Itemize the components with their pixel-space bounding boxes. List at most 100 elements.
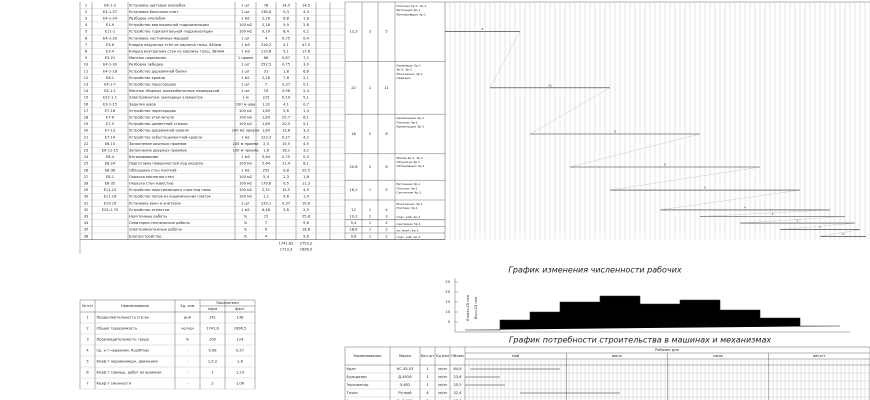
indicator-cell: 3 — [86, 338, 88, 342]
month: июль — [713, 354, 723, 358]
table-cell: 100 м2 — [239, 188, 252, 192]
table-cell: 1 м3 — [241, 50, 249, 54]
table-cell: 233,1 — [261, 201, 271, 205]
machine-cell: м/см — [438, 367, 447, 371]
indicator-cell: 1,06 — [236, 382, 245, 386]
indicator-cell: 124 — [237, 338, 245, 342]
table-cell: Е6-1 — [106, 76, 114, 80]
header: Кол шт — [421, 354, 435, 358]
table-cell: 20 — [84, 129, 89, 133]
table-cell: 100 м2 — [239, 23, 252, 27]
table-cell: 0,7 — [303, 102, 309, 106]
work-name: Окраска стен известью — [129, 182, 174, 186]
header: Ед. изм — [181, 304, 195, 308]
table-cell: 1 м2 — [241, 135, 249, 139]
table-cell: 8,4 — [283, 30, 289, 34]
table-cell: 5,9 — [283, 23, 289, 27]
table-cell: 0,5 — [283, 182, 289, 186]
table-cell: 1 шт — [241, 36, 250, 40]
total: 1713,3 — [280, 248, 293, 252]
table-cell: 6 — [265, 228, 268, 232]
machine-cell: Э-652 — [400, 383, 411, 387]
indicator-cell: - — [187, 349, 189, 353]
duration: 10,2 — [349, 215, 357, 219]
table-cell: 15,5 — [282, 188, 290, 192]
indicator-cell: 4 — [86, 349, 89, 353]
indicator-cell: 0,57 — [236, 349, 244, 353]
indicator-cell: 100 — [209, 338, 217, 342]
duration: 12,3 — [349, 30, 357, 34]
work-name: Устройство асбестоцементной кровли — [129, 135, 203, 139]
table-cell: 6,48 — [262, 208, 271, 212]
shifts: 1 — [369, 221, 371, 225]
table-cell: 6,1 — [303, 116, 309, 120]
table-cell: 3,3 — [303, 129, 309, 133]
table-cell: 255 — [263, 168, 270, 172]
crew: Маляр 4р-1, 3р-1 — [397, 156, 424, 160]
table-cell: 78 — [264, 3, 269, 7]
header: Марка — [399, 354, 411, 358]
table-cell: 100 м проема — [233, 142, 259, 146]
table-cell: Е3-21 — [105, 56, 115, 60]
table-cell: 14,5 — [302, 3, 310, 7]
table-cell: 29 — [84, 188, 89, 192]
table-cell: 4,3 — [303, 10, 309, 14]
table-cell: 100 м2 — [239, 109, 252, 113]
table-cell: 10 — [84, 63, 89, 67]
table-cell: 33 — [84, 215, 89, 219]
work-name: Устройство подстилающего слоя под полы — [129, 188, 211, 192]
table-cell: 5,1 — [283, 50, 289, 54]
work-name: Окраска масляная стен — [129, 175, 174, 179]
indicator-cell: Общая трудоемкость — [97, 327, 138, 331]
chart-note: Rср=15 чел — [474, 297, 478, 319]
table-cell: 25,5 — [302, 168, 310, 172]
workers: 5 — [385, 30, 387, 34]
work-name: Электромонтаж закладных элементов — [129, 96, 203, 100]
table-cell: 7 — [265, 83, 267, 87]
machine-cell: м/см — [438, 383, 447, 387]
crew: Плотник 5р-1, 3р-1 — [397, 4, 427, 8]
table-cell: 3,9 — [303, 63, 309, 67]
table-cell: Е3-4 — [106, 50, 115, 54]
table-cell: 5,1 — [303, 122, 309, 126]
table-cell: Е11-18 — [104, 195, 117, 199]
indicator-cell: 1,5-2 — [208, 360, 217, 364]
table-cell: 35 — [84, 228, 89, 232]
table-cell: 31 — [264, 69, 269, 73]
table-cell: 9 — [85, 56, 88, 60]
work-name: Заполнение дверных проемов — [129, 149, 187, 153]
table-cell: 1 проем — [238, 56, 253, 60]
table-cell: 4 — [265, 234, 268, 238]
table-cell: 123,3 — [261, 135, 271, 139]
gantt-link — [739, 216, 846, 224]
table-cell: 1 шт — [241, 89, 250, 93]
crew: Плотник 4р-1 — [397, 120, 418, 124]
header: № п/п — [82, 304, 93, 308]
subheader: норм — [208, 307, 218, 311]
machine-cell: 1 — [426, 383, 428, 387]
table-cell: Е3-6 — [106, 43, 115, 47]
table-cell: 18 — [84, 116, 89, 120]
table-cell: 0,2 — [303, 30, 309, 34]
work-name: Подготовка поверхностей под окраску — [129, 162, 204, 166]
indicator-cell: Коэф-т совмещ. работ во времени — [97, 371, 163, 375]
table-cell: 17,6 — [302, 50, 311, 54]
table-cell: 20,5 — [282, 122, 290, 126]
table-cell: Е4-1-30 — [103, 63, 118, 67]
table-cell: 14,5 — [282, 3, 290, 7]
table-cell: 17 — [84, 109, 89, 113]
work-name: Установка балочных плит — [129, 10, 178, 14]
work-name: Устройство горизонтальной гидроизоляции — [129, 30, 213, 34]
table-cell: 2,16 — [262, 17, 271, 21]
work-name: Устройство отмостки — [129, 208, 170, 212]
table-cell: 0,75 — [282, 63, 290, 67]
table-cell: 16,1 — [282, 149, 290, 153]
workers-chart-title: График изменения численности рабочих — [508, 266, 681, 275]
table-cell: 316,2 — [261, 43, 271, 47]
table-cell: 179,8 — [261, 182, 272, 186]
indicator-cell: 1,6 — [237, 360, 243, 364]
table-cell: 100 м проема — [233, 149, 259, 153]
